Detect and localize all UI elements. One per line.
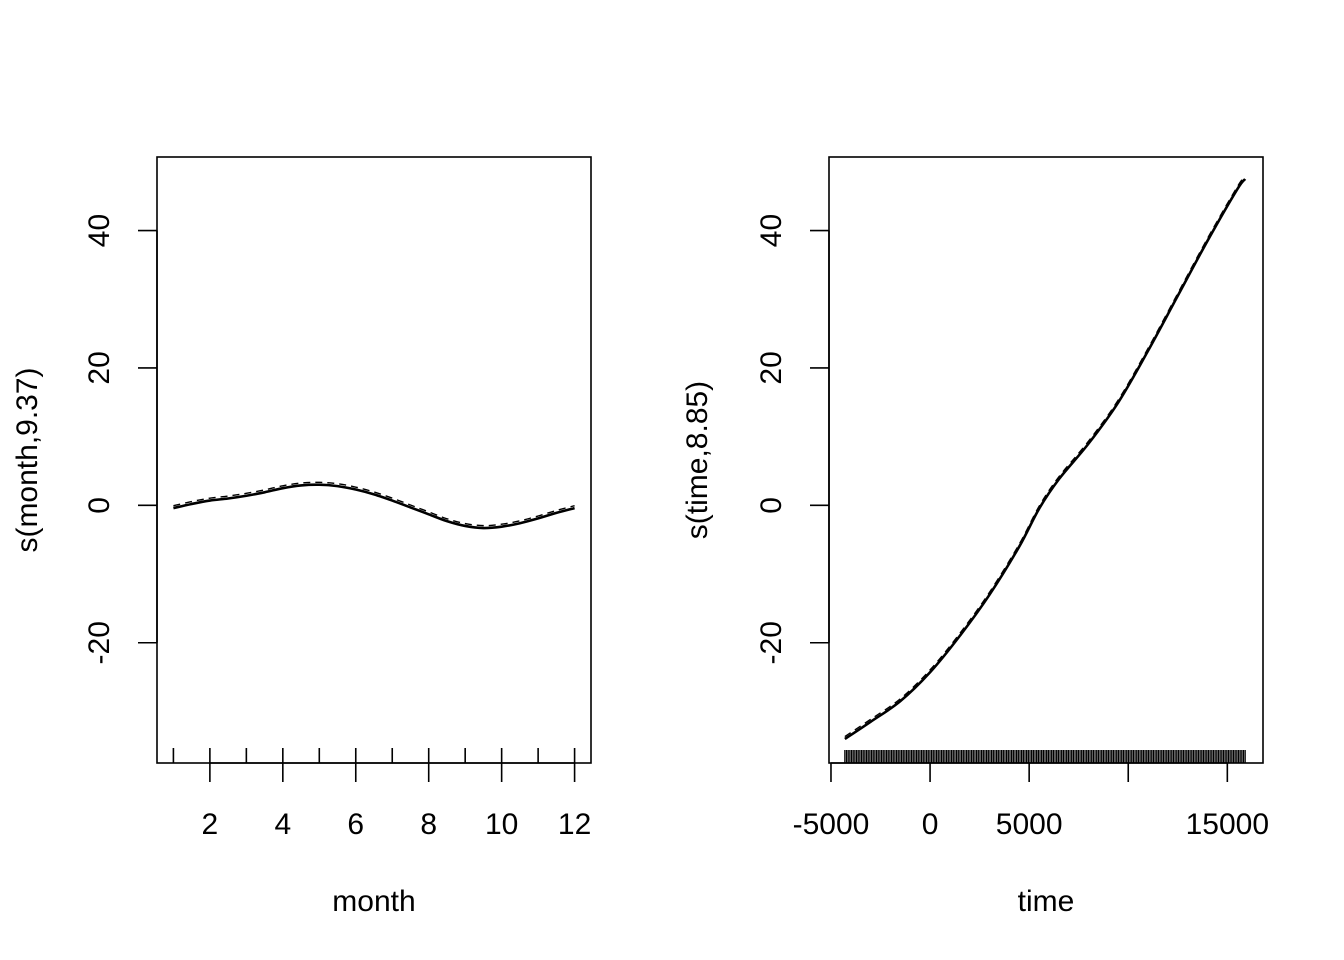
x-tick-label: -5000 bbox=[793, 808, 870, 841]
y-tick-label: 20 bbox=[755, 351, 788, 384]
y-tick-label: 40 bbox=[83, 214, 116, 247]
y-axis-label: s(month,9.37) bbox=[11, 367, 44, 552]
y-tick-label: -20 bbox=[83, 621, 116, 664]
axis-tick-labels: -5000 0 5000 15000 -20 0 20 40 bbox=[755, 214, 1269, 841]
x-tick-label: 0 bbox=[922, 808, 939, 841]
y-tick-label: -20 bbox=[755, 621, 788, 664]
plot-frame bbox=[828, 156, 1264, 764]
smooth-curve bbox=[173, 483, 575, 530]
x-tick-label: 12 bbox=[558, 808, 591, 841]
y-tick-label: 0 bbox=[755, 497, 788, 514]
axis-tick-labels: 2 4 6 8 10 12 -20 0 20 40 bbox=[83, 214, 591, 841]
plot-frame bbox=[156, 156, 592, 764]
y-tick-label: 0 bbox=[83, 497, 116, 514]
confidence-band-dashed bbox=[844, 176, 1246, 738]
x-tick-label: 15000 bbox=[1186, 808, 1269, 841]
rug-marks bbox=[844, 750, 1246, 763]
axis-ticks bbox=[810, 229, 1229, 782]
x-tick-label: 5000 bbox=[996, 808, 1063, 841]
rug-marks bbox=[172, 748, 576, 763]
x-tick-label: 6 bbox=[347, 808, 364, 841]
y-tick-label: 20 bbox=[83, 351, 116, 384]
x-tick-label: 4 bbox=[274, 808, 291, 841]
panel-month: 2 4 6 8 10 12 -20 0 20 40 month s(month,9.37) bbox=[11, 156, 592, 918]
x-axis-label: time bbox=[1018, 885, 1075, 918]
x-tick-label: 8 bbox=[420, 808, 437, 841]
axis-ticks bbox=[138, 229, 576, 782]
panel-time: -5000 0 5000 15000 -20 0 20 40 time s(time,8.85… bbox=[681, 156, 1269, 918]
y-axis-label: s(time,8.85) bbox=[681, 381, 714, 539]
x-axis-label: month bbox=[332, 885, 415, 918]
smooth-curve bbox=[844, 178, 1247, 741]
x-tick-label: 2 bbox=[202, 808, 219, 841]
y-tick-label: 40 bbox=[755, 214, 788, 247]
confidence-band-dashed bbox=[173, 481, 575, 527]
x-tick-label: 10 bbox=[485, 808, 518, 841]
